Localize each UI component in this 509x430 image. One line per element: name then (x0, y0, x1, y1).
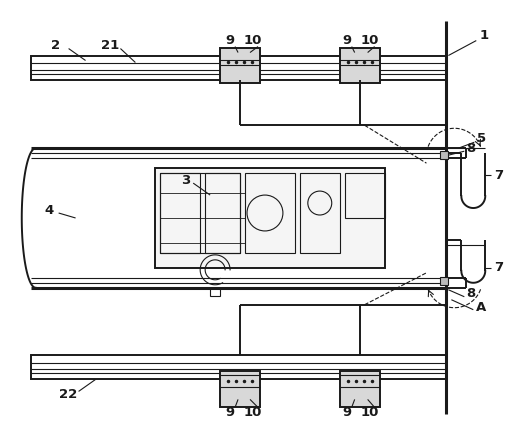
Bar (440, 151, 448, 159)
Text: 9: 9 (225, 34, 235, 47)
Bar (300, 173, 340, 253)
Bar (220, 48, 260, 83)
Text: 1: 1 (479, 29, 489, 42)
Text: 8: 8 (467, 287, 476, 300)
Text: 21: 21 (101, 39, 120, 52)
Text: 10: 10 (360, 406, 379, 419)
Text: 10: 10 (360, 34, 379, 47)
Bar (340, 48, 380, 83)
Text: 9: 9 (225, 406, 235, 419)
Bar (31, 55, 446, 80)
Bar (210, 288, 220, 296)
Bar (440, 277, 448, 285)
Text: 8: 8 (467, 142, 476, 155)
Bar (345, 173, 385, 218)
Bar (340, 372, 380, 407)
Bar (160, 173, 240, 253)
Text: 2: 2 (51, 39, 60, 52)
Bar (245, 173, 295, 253)
Text: 10: 10 (244, 406, 262, 419)
Bar (31, 355, 446, 379)
Bar (160, 173, 200, 253)
Text: 22: 22 (60, 388, 78, 401)
Text: 3: 3 (181, 174, 190, 187)
Text: 7: 7 (494, 261, 503, 274)
Text: 5: 5 (477, 132, 486, 145)
Bar (205, 173, 240, 253)
Text: 10: 10 (244, 34, 262, 47)
Bar (220, 372, 260, 407)
Text: 4: 4 (44, 203, 53, 217)
Bar (155, 168, 385, 268)
Text: 7: 7 (494, 169, 503, 181)
Text: 9: 9 (342, 406, 351, 419)
Text: 9: 9 (342, 34, 351, 47)
Text: A: A (476, 301, 487, 314)
